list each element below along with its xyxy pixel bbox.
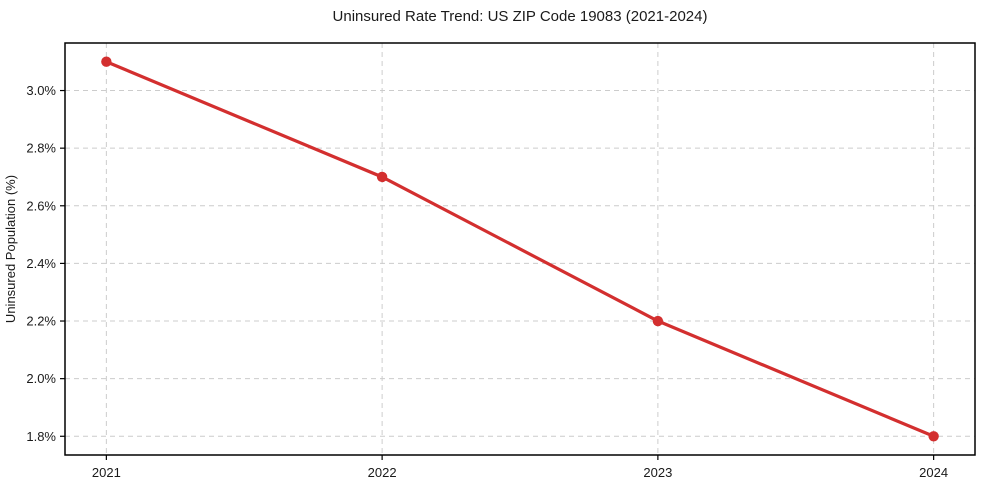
y-tick-label: 2.2% — [26, 314, 56, 329]
x-tick-label: 2021 — [92, 465, 121, 480]
y-tick-label: 3.0% — [26, 83, 56, 98]
data-point-marker — [101, 56, 112, 67]
y-tick-label: 2.8% — [26, 141, 56, 156]
y-axis-label: Uninsured Population (%) — [3, 175, 18, 323]
data-point-marker — [652, 315, 664, 327]
x-tick-label: 2023 — [643, 465, 672, 480]
plot-frame — [64, 42, 976, 456]
axis-ticks: 2021 2022 2023 2024 1.8% 2.0% 2.2% 2.4% 2.6% 2.8%… — [26, 83, 948, 480]
trend-line — [104, 60, 936, 438]
y-tick-label: 2.4% — [26, 256, 56, 271]
data-point-marker — [928, 431, 939, 442]
y-tick-label: 2.6% — [26, 198, 56, 213]
data-point-marker — [376, 171, 388, 183]
y-tick-label: 1.8% — [26, 429, 56, 444]
x-tick-label: 2024 — [919, 465, 948, 480]
chart-title: Uninsured Rate Trend: US ZIP Code 19083 … — [333, 8, 708, 25]
y-tick-label: 2.0% — [26, 371, 56, 386]
gridlines — [65, 43, 975, 455]
data-series — [101, 56, 939, 442]
x-tick-label: 2022 — [368, 465, 397, 480]
